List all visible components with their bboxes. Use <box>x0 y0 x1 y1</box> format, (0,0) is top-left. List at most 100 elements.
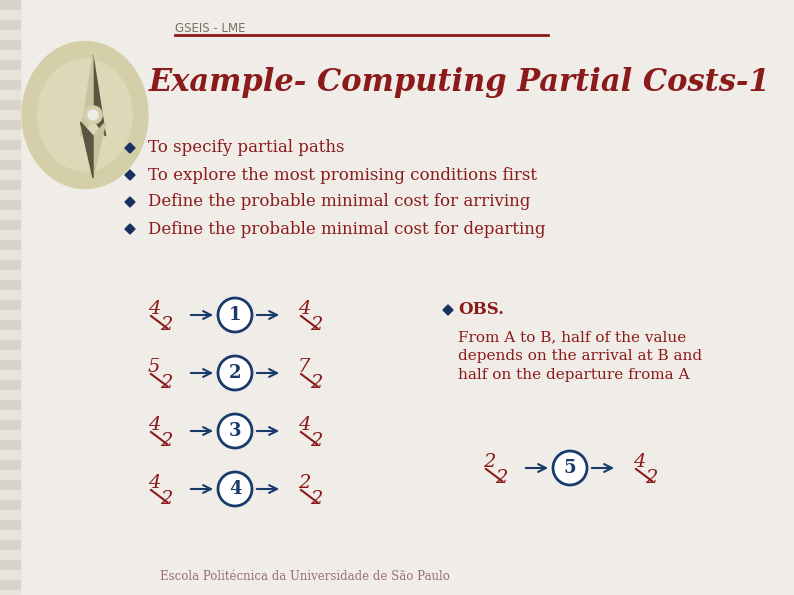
Polygon shape <box>443 305 453 315</box>
Circle shape <box>218 414 252 448</box>
Bar <box>0 400 20 410</box>
Bar <box>0 530 20 540</box>
Bar <box>0 320 20 330</box>
Ellipse shape <box>38 59 133 171</box>
Polygon shape <box>80 122 93 178</box>
Text: 4: 4 <box>298 416 310 434</box>
Polygon shape <box>125 170 135 180</box>
Bar <box>0 170 20 180</box>
Text: 3: 3 <box>229 422 241 440</box>
Bar <box>0 220 20 230</box>
Text: depends on the arrival at B and: depends on the arrival at B and <box>458 349 702 363</box>
Bar <box>0 240 20 250</box>
Polygon shape <box>125 143 135 153</box>
Text: GSEIS - LME: GSEIS - LME <box>175 22 245 35</box>
Bar <box>0 570 20 580</box>
Text: 2: 2 <box>310 374 322 392</box>
Text: Define the probable minimal cost for departing: Define the probable minimal cost for dep… <box>148 221 545 237</box>
Text: 2: 2 <box>160 316 172 334</box>
Bar <box>0 450 20 460</box>
Bar <box>0 190 20 200</box>
Bar <box>0 130 20 140</box>
Bar <box>0 470 20 480</box>
Text: 5: 5 <box>564 459 576 477</box>
Bar <box>0 500 20 510</box>
Ellipse shape <box>22 42 148 189</box>
Text: 4: 4 <box>148 474 160 492</box>
Text: 7: 7 <box>298 358 310 376</box>
Text: To explore the most promising conditions first: To explore the most promising conditions… <box>148 167 537 183</box>
Polygon shape <box>93 122 106 178</box>
Polygon shape <box>93 55 106 136</box>
Bar <box>0 210 20 220</box>
Bar <box>0 590 20 595</box>
Bar <box>0 280 20 290</box>
Bar <box>0 200 20 210</box>
Text: 4: 4 <box>298 300 310 318</box>
Bar <box>0 290 20 300</box>
Circle shape <box>88 110 98 120</box>
Bar <box>0 480 20 490</box>
Bar <box>0 30 20 40</box>
Bar <box>0 60 20 70</box>
Bar <box>0 580 20 590</box>
Text: 2: 2 <box>310 316 322 334</box>
Circle shape <box>84 106 102 124</box>
Bar <box>0 40 20 50</box>
Bar <box>0 420 20 430</box>
Bar <box>0 380 20 390</box>
Text: 4: 4 <box>148 416 160 434</box>
Polygon shape <box>80 55 93 136</box>
Text: OBS.: OBS. <box>458 302 504 318</box>
Text: 5: 5 <box>148 358 160 376</box>
Text: 2: 2 <box>483 453 495 471</box>
Bar <box>0 0 20 10</box>
Bar <box>0 100 20 110</box>
Circle shape <box>218 472 252 506</box>
Bar <box>0 160 20 170</box>
Bar <box>0 250 20 260</box>
Text: From A to B, half of the value: From A to B, half of the value <box>458 330 686 344</box>
Text: Example- Computing Partial Costs-1: Example- Computing Partial Costs-1 <box>149 67 771 98</box>
Text: 2: 2 <box>495 469 507 487</box>
Bar <box>0 120 20 130</box>
Bar <box>0 460 20 470</box>
Text: 2: 2 <box>160 490 172 508</box>
Bar <box>0 80 20 90</box>
Text: 2: 2 <box>310 432 322 450</box>
Bar <box>0 70 20 80</box>
Bar <box>0 410 20 420</box>
Text: 4: 4 <box>633 453 646 471</box>
Bar <box>0 540 20 550</box>
Bar <box>0 390 20 400</box>
Text: 2: 2 <box>645 469 657 487</box>
Bar <box>0 180 20 190</box>
Text: To specify partial paths: To specify partial paths <box>148 139 345 156</box>
Bar <box>0 150 20 160</box>
Bar <box>0 490 20 500</box>
Text: Escola Politécnica da Universidade de São Paulo: Escola Politécnica da Universidade de Sã… <box>160 570 450 583</box>
Bar <box>0 510 20 520</box>
Text: 2: 2 <box>160 432 172 450</box>
Bar <box>0 310 20 320</box>
Bar <box>0 230 20 240</box>
Bar <box>0 140 20 150</box>
Bar <box>0 370 20 380</box>
Text: 4: 4 <box>148 300 160 318</box>
Bar <box>0 20 20 30</box>
Text: 1: 1 <box>229 306 241 324</box>
Bar <box>0 440 20 450</box>
Bar <box>0 270 20 280</box>
Text: Define the probable minimal cost for arriving: Define the probable minimal cost for arr… <box>148 193 530 211</box>
Bar <box>0 300 20 310</box>
Bar <box>0 50 20 60</box>
Bar <box>0 350 20 360</box>
Text: 2: 2 <box>160 374 172 392</box>
Polygon shape <box>125 224 135 234</box>
Bar <box>0 360 20 370</box>
Bar <box>0 430 20 440</box>
Text: 2: 2 <box>229 364 241 382</box>
Bar <box>0 10 20 20</box>
Bar <box>0 340 20 350</box>
Bar <box>0 550 20 560</box>
